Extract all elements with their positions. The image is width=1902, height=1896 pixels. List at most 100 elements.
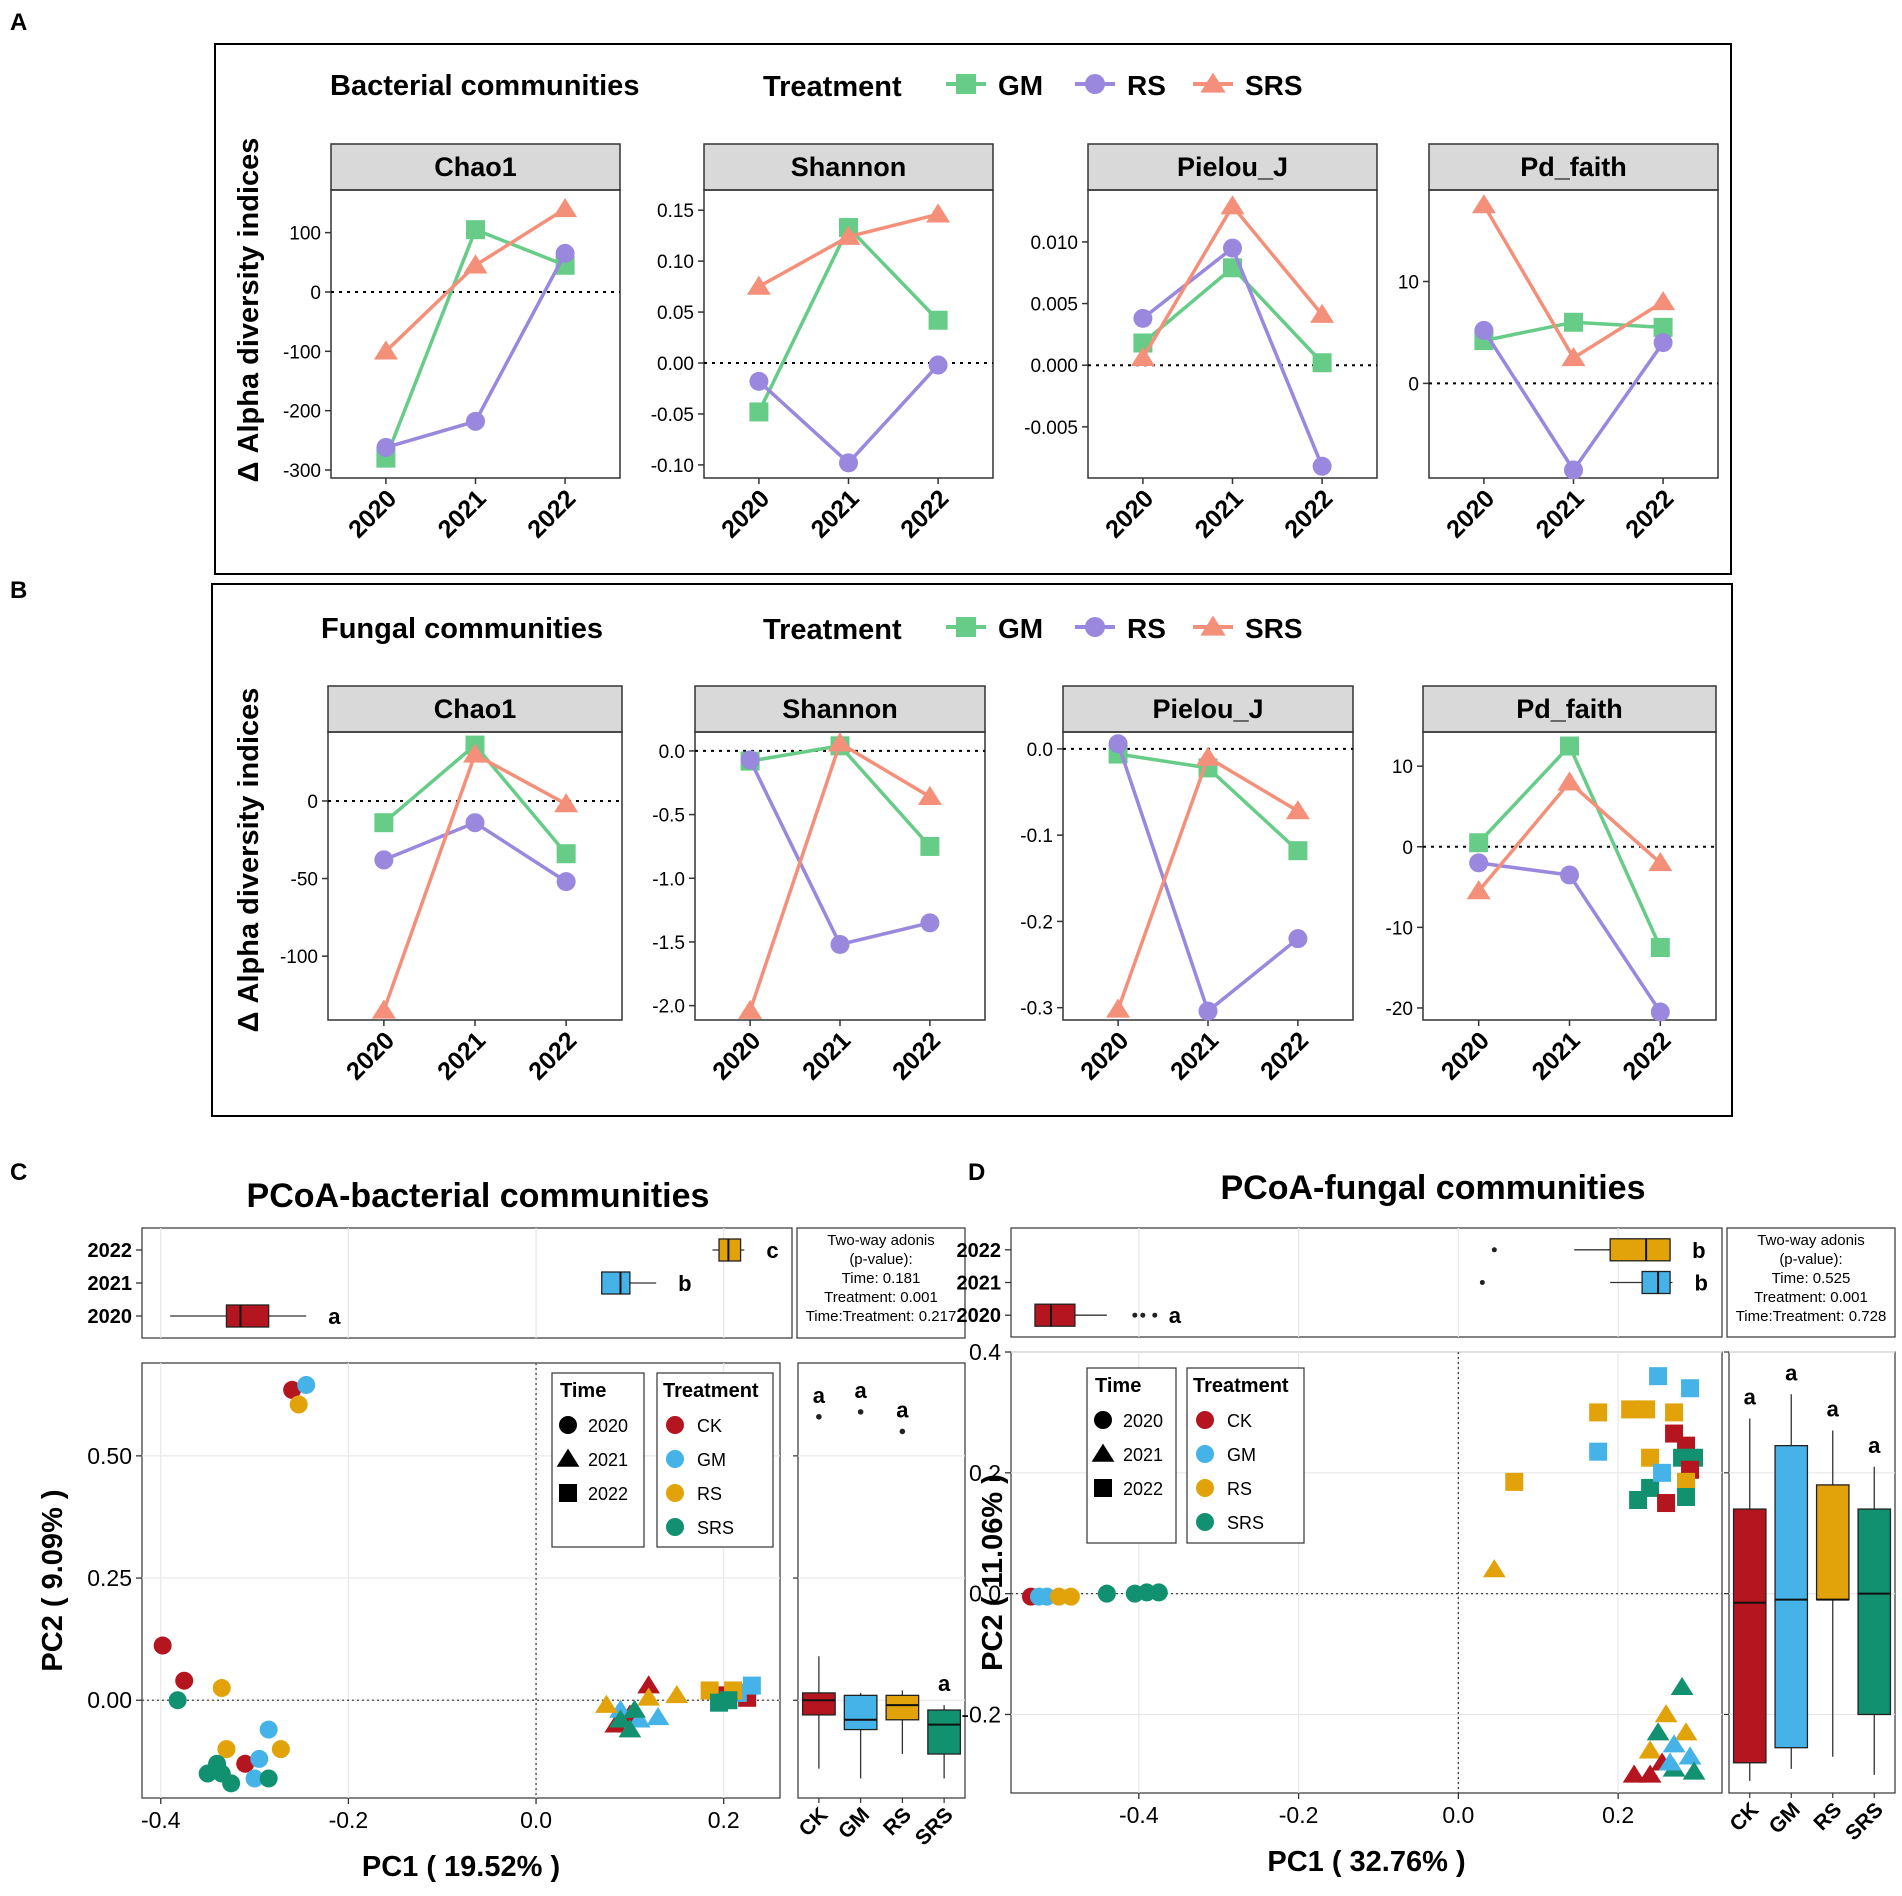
- legend-marker-2021: [556, 1448, 580, 1467]
- y-tick-label: -0.2: [961, 1701, 1001, 1727]
- facet-strip: [1422, 685, 1717, 733]
- data-point-CK-2020: [236, 1754, 255, 1773]
- point-SRS-2021: [1561, 346, 1586, 367]
- y-tick-label: 0: [1402, 838, 1413, 859]
- point-RS-2020: [374, 850, 394, 870]
- scatter-plot: -0.4 -0.2 0.0 0.2 -0.2 0.0 0.2 0.4 PC1 ( 32.76% …: [961, 1339, 1723, 1878]
- data-point-CK-2022: [1657, 1494, 1676, 1513]
- facet-strip-label: Pd_faith: [1520, 152, 1627, 182]
- adonis-line: Time: 0.525: [1772, 1270, 1851, 1287]
- point-SRS-2022: [1310, 303, 1335, 323]
- point-SRS-2020: [746, 275, 771, 295]
- x-tick-label: -0.2: [329, 1807, 369, 1833]
- data-point-GM-2022: [742, 1676, 761, 1695]
- y-tick-label: -0.005: [1024, 418, 1078, 439]
- legend-marker-GM: [666, 1450, 684, 1468]
- legend-label-2020: 2020: [588, 1416, 628, 1436]
- legend-marker-2020: [559, 1416, 577, 1434]
- point-SRS-2021: [1557, 771, 1582, 791]
- panel-label-D: D: [968, 1159, 985, 1186]
- point-GM-2021: [1564, 312, 1583, 332]
- data-point-GM-2020: [250, 1749, 269, 1768]
- y-tick-label: 0.00: [87, 1687, 132, 1713]
- data-point-RS-2021: [1482, 1559, 1506, 1578]
- outlier: [899, 1428, 906, 1435]
- adonis-frame: [1726, 1227, 1896, 1338]
- adonis-line: (p-value):: [1779, 1251, 1842, 1268]
- box: [1609, 1238, 1671, 1262]
- y-tick-label: -0.3: [1020, 999, 1053, 1020]
- point-SRS-2022: [1285, 800, 1310, 820]
- data-point-GM-2021: [1662, 1734, 1686, 1753]
- data-point-CK-2021: [1638, 1764, 1662, 1783]
- data-point-SRS-2021: [623, 1699, 646, 1718]
- data-point-RS-2022: [1665, 1403, 1684, 1422]
- box: [1641, 1270, 1671, 1295]
- significance-letter: a: [1169, 1303, 1182, 1328]
- legend-marker-2022: [1094, 1479, 1112, 1497]
- legend-marker-RS: [1196, 1479, 1214, 1497]
- data-point-GM-2021: [1678, 1746, 1702, 1765]
- legend-label-2020: 2020: [1123, 1411, 1163, 1431]
- x-tick-label: 0.2: [1602, 1802, 1634, 1828]
- legend-label-GM: GM: [697, 1450, 726, 1470]
- y-tick-label: 0: [307, 792, 318, 813]
- y-tick-label: 0.00: [657, 354, 694, 375]
- data-point-GM-2021: [627, 1709, 651, 1728]
- point-RS-2020: [1108, 734, 1128, 754]
- data-point-SRS-2020: [222, 1774, 241, 1793]
- legend-label-RS: RS: [1127, 70, 1166, 101]
- legend-label-RS: RS: [697, 1484, 722, 1504]
- y-tick-label: 0.2: [969, 1460, 1001, 1486]
- top-box-2020: 2020 a: [88, 1304, 342, 1329]
- point-RS-2022: [920, 913, 940, 933]
- y-tick-label: -1.5: [652, 933, 685, 954]
- point-GM-2021: [1560, 736, 1579, 756]
- y-tick-label: 10: [1398, 273, 1419, 294]
- point-GM-2022: [556, 844, 576, 864]
- panel-label-A: A: [10, 9, 27, 36]
- point-RS-2021: [1564, 460, 1583, 480]
- adonis-box: Two-way adonis (p-value): Time: 0.181 Treat…: [796, 1227, 966, 1339]
- x-tick-label: 0.0: [520, 1807, 552, 1833]
- facet-strip: [694, 685, 986, 733]
- adonis-line: Two-way adonis: [827, 1232, 935, 1249]
- point-SRS-2021: [463, 254, 488, 274]
- point-SRS-2020: [1106, 998, 1131, 1018]
- data-point-SRS-2021: [1670, 1676, 1694, 1696]
- legend-label-2022: 2022: [588, 1484, 628, 1504]
- point-GM-2022: [928, 310, 948, 330]
- y-tick-label: 0.05: [657, 303, 694, 324]
- data-point-RS-2022: [1641, 1448, 1660, 1467]
- y-tick-label: -0.2: [1020, 912, 1053, 933]
- y-tick-label: 0: [1408, 374, 1419, 395]
- point-RS-2021: [465, 813, 485, 833]
- legend-marker-RS: [1085, 617, 1105, 637]
- panel-A: Bacterial communities Treatment GM RS SRS Δ A…: [214, 43, 1732, 575]
- treatment-legend: Treatment CK GM RS SRS: [656, 1372, 774, 1548]
- adonis-line: Time:Treatment: 0.217: [806, 1308, 957, 1325]
- box: [1732, 1508, 1767, 1764]
- point-SRS-2022: [1651, 290, 1676, 311]
- year-label: 2022: [957, 1240, 1002, 1262]
- data-point-GM-2022: [1653, 1463, 1672, 1482]
- legend-title: Time: [560, 1380, 606, 1402]
- significance-letter: a: [1868, 1433, 1881, 1458]
- point-GM-2020: [749, 402, 769, 422]
- y-tick-label: -100: [283, 342, 321, 363]
- legend-marker-SRS: [1196, 1513, 1214, 1531]
- point-SRS-2021: [836, 225, 861, 245]
- adonis-line: Treatment: 0.001: [1754, 1289, 1868, 1306]
- box: [1815, 1484, 1850, 1601]
- y-tick-label: -0.5: [652, 806, 685, 827]
- point-SRS-2021: [827, 732, 853, 752]
- panel-title: Bacterial communities: [330, 70, 639, 102]
- data-point-GM-2022: [1589, 1442, 1608, 1461]
- box: [885, 1694, 920, 1721]
- legend-marker-SRS: [1200, 72, 1226, 93]
- y-tick-label: 100: [289, 224, 321, 245]
- legend-label-2021: 2021: [1123, 1445, 1163, 1465]
- year-label: 2021: [957, 1273, 1002, 1295]
